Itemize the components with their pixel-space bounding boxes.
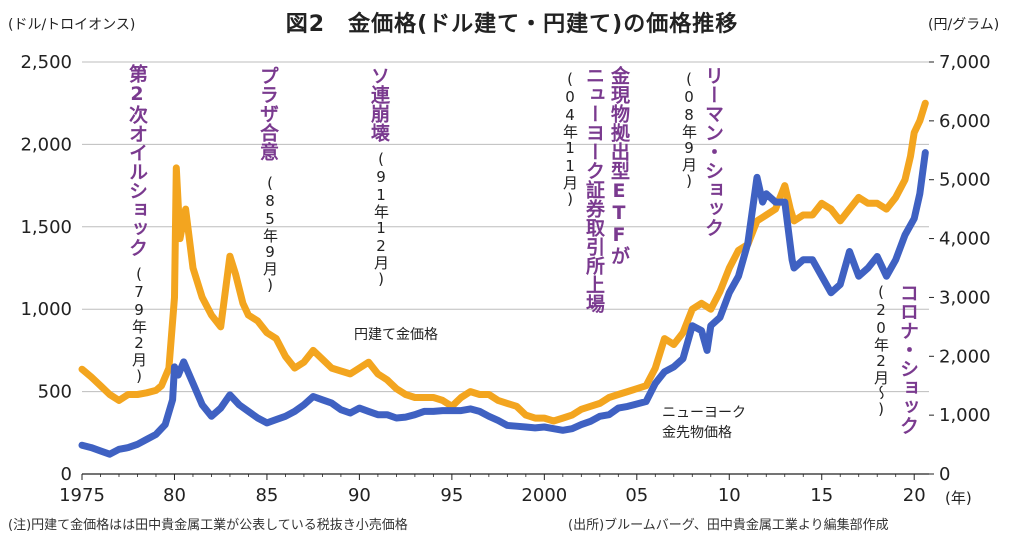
- chart-title: 図2 金価格(ドル建て・円建て)の価格推移: [285, 12, 739, 37]
- event-etf-listing-label-1: 金現物拠出型ETFが: [608, 66, 630, 265]
- left-axis-ticks: 0 500 1,000 1,500 2,000 2,500: [20, 52, 72, 485]
- right-axis-unit: (円/グラム): [928, 17, 1000, 33]
- usd-series-label-line2: 金先物価格: [662, 424, 732, 442]
- usd-series-label-line1: ニューヨーク: [662, 404, 746, 422]
- left-tick-label: 1,000: [20, 299, 72, 320]
- right-tick-label: 3,000: [939, 287, 991, 308]
- right-tick-label: 1,000: [939, 405, 991, 426]
- left-tick-label: 2,500: [20, 52, 72, 73]
- left-tick-label: 2,000: [20, 134, 72, 155]
- right-tick-label: 2,000: [939, 346, 991, 367]
- x-tick-label: 80: [163, 485, 186, 506]
- event-ussr-collapse-date: (91年12月): [372, 150, 390, 288]
- right-tick-label: 5,000: [939, 170, 991, 191]
- x-axis-ticks: 1975 80 85 90 95 2000 05 10 15 20: [59, 474, 926, 506]
- footer-source: (出所)ブルームバーグ、田中貴金属工業より編集部作成: [568, 518, 889, 533]
- right-tick-label: 4,000: [939, 229, 991, 250]
- x-tick-label: 05: [625, 485, 648, 506]
- yen-series-label: 円建て金価格: [354, 326, 438, 344]
- x-tick-label: 10: [718, 485, 741, 506]
- right-tick-label: 7,000: [939, 52, 991, 73]
- event-covid-shock-label: コロナ・ショック: [897, 283, 919, 435]
- event-lehman-shock-date: (08年9月): [680, 70, 698, 190]
- x-tick-label: 95: [440, 485, 463, 506]
- grid-lines: [82, 61, 929, 393]
- yen-gold-price-line: [78, 99, 929, 425]
- event-etf-listing-label-2: ニューヨーク証券取引所上場: [583, 66, 605, 313]
- event-plaza-accord-label: プラザ合意: [257, 66, 279, 161]
- ny-gold-futures-line: [78, 149, 929, 458]
- event-etf-listing-date: (04年11月): [561, 70, 579, 208]
- x-tick-label: 15: [810, 485, 833, 506]
- usd-series-path: [78, 149, 929, 458]
- left-tick-label: 0: [61, 464, 72, 485]
- left-axis-unit: (ドル/トロイオンス): [8, 17, 136, 33]
- left-tick-label: 500: [38, 382, 72, 403]
- right-axis-ticks: 0 1,000 2,000 3,000 4,000 5,000 6,000 7,000: [929, 52, 991, 485]
- event-oil-shock-label: 第2次オイルショック: [126, 64, 148, 257]
- event-ussr-collapse-label: ソ連崩壊: [368, 66, 390, 142]
- x-tick-label: 90: [348, 485, 371, 506]
- x-tick-label: 2000: [521, 485, 567, 506]
- x-tick-label: 20: [903, 485, 926, 506]
- yen-series-path: [78, 99, 929, 425]
- x-axis-unit: (年): [945, 489, 972, 507]
- x-tick-label: 1975: [59, 485, 105, 506]
- right-tick-label: 6,000: [939, 111, 991, 132]
- left-tick-label: 1,500: [20, 217, 72, 238]
- right-tick-label: 0: [939, 464, 950, 485]
- event-covid-shock-date: (20年2月〜): [872, 283, 890, 418]
- footer-note: (注)円建て金価格はは田中貴金属工業が公表している税抜き小売価格: [8, 518, 408, 533]
- event-lehman-shock-label: リーマン・ショック: [702, 66, 724, 237]
- event-plaza-accord-date: (85年9月): [261, 174, 279, 294]
- x-tick-label: 85: [255, 485, 278, 506]
- event-oil-shock-date: (79年2月): [130, 265, 148, 385]
